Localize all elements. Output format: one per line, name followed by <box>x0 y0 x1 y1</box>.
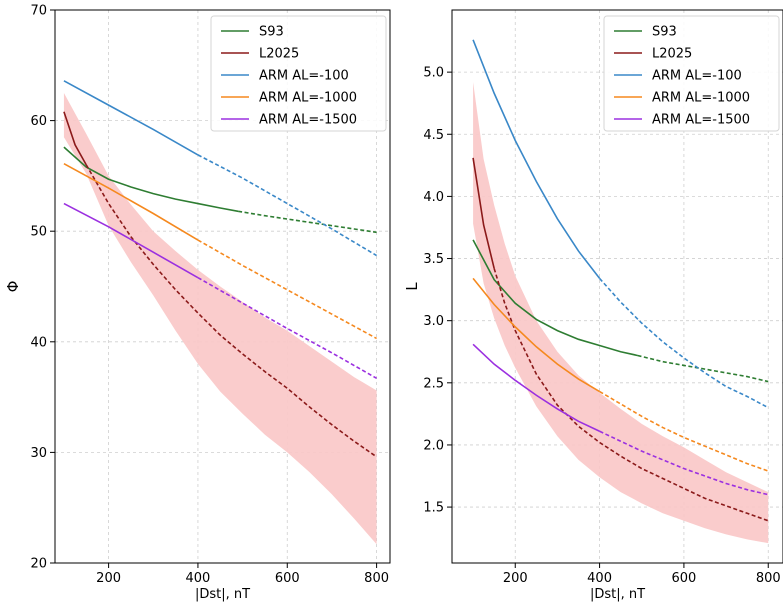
legend-item: ARM AL=-1000 <box>614 91 750 106</box>
right-chart: 200 400 600 800 1.5 2.0 2.5 3.0 3.5 4.0 4.5 5.0 |Dst… <box>403 9 783 602</box>
legend-item: ARM AL=-1000 <box>221 91 357 106</box>
series-line-dashed <box>197 276 377 379</box>
legend-label: ARM AL=-1500 <box>652 113 750 128</box>
y-tick-label: 5.0 <box>423 66 444 81</box>
legend-box <box>210 15 387 132</box>
series-line-solid <box>472 343 600 432</box>
y-tick-label: 1.5 <box>423 501 444 516</box>
x-axis-label: |Dst|, nT <box>195 587 250 602</box>
left-chart: 200 400 600 800 20 30 40 50 60 70 |Dst|, nT Φ S93 L20… <box>4 4 391 602</box>
y-tick-label: 70 <box>30 4 47 19</box>
series-line-solid <box>63 111 87 166</box>
y-tick-label: 4.5 <box>423 128 444 143</box>
y-tick-label: 2.5 <box>423 376 444 391</box>
legend-box <box>603 15 780 132</box>
series-line-dashed <box>598 277 769 409</box>
legend-item: S93 <box>221 25 284 40</box>
y-axis-label: L <box>403 282 421 291</box>
legend-label: ARM AL=-100 <box>259 69 349 84</box>
legend-item: S93 <box>614 25 677 40</box>
series-line-dashed <box>637 354 769 383</box>
legend-label: L2025 <box>259 47 299 62</box>
y-tick-label: 3.0 <box>423 314 444 329</box>
series-line-solid <box>472 39 601 279</box>
legend-item: L2025 <box>221 47 299 62</box>
y-tick-label: 4.0 <box>423 190 444 205</box>
legend-label: ARM AL=-100 <box>652 69 742 84</box>
axes-frame <box>451 9 783 564</box>
y-tick-label: 40 <box>30 335 47 350</box>
series-line-solid <box>63 202 199 279</box>
y-tick-label: 2.0 <box>423 438 444 453</box>
series-line-solid <box>63 163 199 241</box>
legend-label: ARM AL=-1000 <box>652 91 750 106</box>
x-axis-label: |Dst|, nT <box>590 587 645 602</box>
plot-area <box>63 80 378 545</box>
y-tick-label: 20 <box>30 557 47 572</box>
axes-frame <box>54 9 391 564</box>
legend-item: ARM AL=-1500 <box>221 113 357 128</box>
legend-label: S93 <box>259 25 284 40</box>
x-tick-label: 400 <box>587 571 612 586</box>
y-tick-label: 60 <box>30 114 47 129</box>
x-tick-label: 800 <box>364 571 389 586</box>
series-line-solid <box>472 157 495 269</box>
y-tick-label: 50 <box>30 225 47 240</box>
uncertainty-band <box>63 92 377 545</box>
x-tick-label: 400 <box>186 571 211 586</box>
series-line-dashed <box>197 239 377 340</box>
legend-item: ARM AL=-1500 <box>614 113 750 128</box>
legend-item: ARM AL=-100 <box>221 69 349 84</box>
series-line-dashed <box>238 210 377 234</box>
x-tick-label: 600 <box>671 571 696 586</box>
y-tick-label: 30 <box>30 446 47 461</box>
legend: S93 L2025 ARM AL=-100 ARM AL=-1000 ARM AL=-1… <box>603 15 780 132</box>
y-axis-label: Φ <box>4 281 22 293</box>
series-line-solid <box>472 277 600 393</box>
legend-item: L2025 <box>614 47 692 62</box>
x-tick-label: 200 <box>96 571 121 586</box>
series-line-dashed <box>599 430 769 496</box>
series-line-solid <box>63 146 239 213</box>
legend-label: ARM AL=-1000 <box>259 91 357 106</box>
legend-label: S93 <box>652 25 677 40</box>
uncertainty-band <box>473 82 769 544</box>
legend-label: ARM AL=-1500 <box>259 113 357 128</box>
series-line-dashed <box>493 268 769 522</box>
x-tick-label: 600 <box>275 571 300 586</box>
legend-label: L2025 <box>652 47 692 62</box>
series-line-solid <box>472 239 638 357</box>
legend-item: ARM AL=-100 <box>614 69 742 84</box>
y-tick-label: 3.5 <box>423 252 444 267</box>
plot-area <box>472 39 769 544</box>
series-line-dashed <box>599 390 769 472</box>
series-line-dashed <box>197 154 378 257</box>
x-tick-label: 200 <box>503 571 528 586</box>
legend: S93 L2025 ARM AL=-100 ARM AL=-1000 ARM AL=-1… <box>210 15 387 132</box>
series-line-solid <box>63 80 199 156</box>
x-tick-label: 800 <box>756 571 781 586</box>
